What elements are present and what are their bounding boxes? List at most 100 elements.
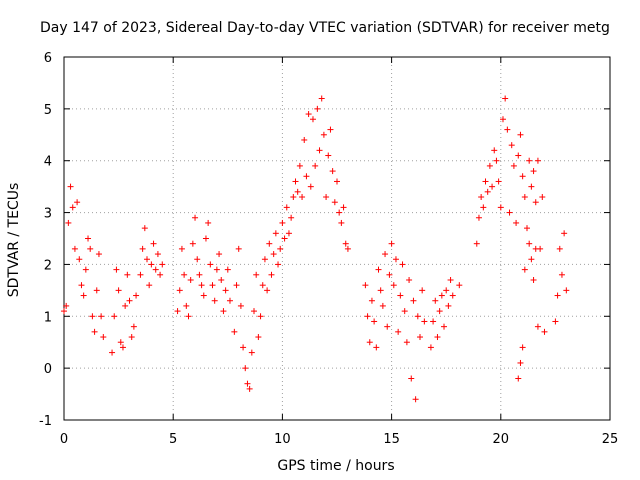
data-point — [296, 162, 303, 169]
data-point — [82, 266, 89, 273]
data-point — [80, 292, 87, 299]
data-point — [384, 323, 391, 330]
data-point — [259, 282, 266, 289]
data-point — [342, 240, 349, 247]
y-tick-label: 3 — [44, 207, 52, 222]
data-point — [290, 194, 297, 201]
data-point — [242, 365, 249, 372]
data-point — [521, 266, 528, 273]
data-point — [532, 199, 539, 206]
data-point — [366, 339, 373, 346]
data-point — [233, 282, 240, 289]
y-tick-label: 5 — [44, 103, 52, 118]
data-point — [235, 245, 242, 252]
data-point — [122, 302, 129, 309]
data-point — [246, 385, 253, 392]
data-point — [183, 302, 190, 309]
data-point — [412, 396, 419, 403]
data-point — [150, 240, 157, 247]
data-point — [244, 380, 251, 387]
data-point — [513, 219, 520, 226]
data-point — [281, 235, 288, 242]
data-point — [508, 142, 515, 149]
data-point — [397, 292, 404, 299]
data-point — [401, 308, 408, 315]
data-point — [130, 323, 137, 330]
y-tick-label: -1 — [39, 414, 52, 429]
data-point — [320, 131, 327, 138]
data-point — [143, 256, 150, 263]
data-point — [216, 251, 223, 258]
data-point — [515, 375, 522, 382]
data-point — [100, 334, 107, 341]
data-point — [521, 194, 528, 201]
data-point — [137, 271, 144, 278]
data-point — [240, 344, 247, 351]
data-point — [194, 256, 201, 263]
chart-title: Day 147 of 2023, Sidereal Day-to-day VTE… — [40, 20, 610, 36]
data-point — [478, 194, 485, 201]
data-point — [141, 225, 148, 232]
data-point — [528, 256, 535, 263]
data-point — [552, 318, 559, 325]
data-point — [563, 287, 570, 294]
data-point — [323, 194, 330, 201]
data-point — [419, 287, 426, 294]
data-point — [517, 359, 524, 366]
data-point — [222, 287, 229, 294]
data-point — [499, 116, 506, 123]
data-point — [261, 256, 268, 263]
data-point — [272, 230, 279, 237]
data-point — [224, 266, 231, 273]
data-point — [436, 308, 443, 315]
data-point — [109, 349, 116, 356]
data-point — [292, 178, 299, 185]
data-point — [486, 162, 493, 169]
data-point — [133, 292, 140, 299]
data-point — [299, 194, 306, 201]
data-point — [157, 271, 164, 278]
data-point — [71, 245, 78, 252]
data-point — [558, 271, 565, 278]
data-point — [403, 339, 410, 346]
data-point — [264, 287, 271, 294]
data-point — [338, 219, 345, 226]
data-point — [340, 204, 347, 211]
plot-frame — [63, 56, 611, 421]
data-point — [329, 168, 336, 175]
data-point — [139, 245, 146, 252]
data-point — [388, 240, 395, 247]
data-point — [334, 178, 340, 185]
data-point — [312, 162, 319, 169]
data-point — [148, 261, 155, 268]
data-point — [93, 287, 100, 294]
data-point — [473, 240, 480, 247]
data-point — [218, 276, 225, 283]
data-point — [213, 266, 220, 273]
data-point — [181, 271, 188, 278]
data-point — [441, 323, 448, 330]
data-point — [331, 199, 338, 206]
data-point — [128, 334, 135, 341]
data-point — [432, 297, 439, 304]
data-point — [364, 313, 371, 320]
data-point — [270, 251, 277, 258]
data-point — [192, 214, 199, 221]
data-point — [336, 209, 343, 216]
data-point — [255, 334, 262, 341]
y-tick-label: 6 — [44, 51, 52, 66]
data-point — [408, 375, 415, 382]
data-point — [515, 152, 522, 159]
data-point — [283, 204, 290, 211]
data-point — [231, 328, 238, 335]
data-point — [528, 183, 535, 190]
data-point — [205, 219, 212, 226]
data-point — [196, 271, 203, 278]
data-point — [438, 292, 445, 299]
data-point — [502, 95, 509, 102]
data-point — [316, 147, 323, 154]
data-point — [126, 297, 133, 304]
data-point — [251, 308, 258, 315]
data-point — [530, 276, 537, 283]
data-point — [534, 157, 541, 164]
